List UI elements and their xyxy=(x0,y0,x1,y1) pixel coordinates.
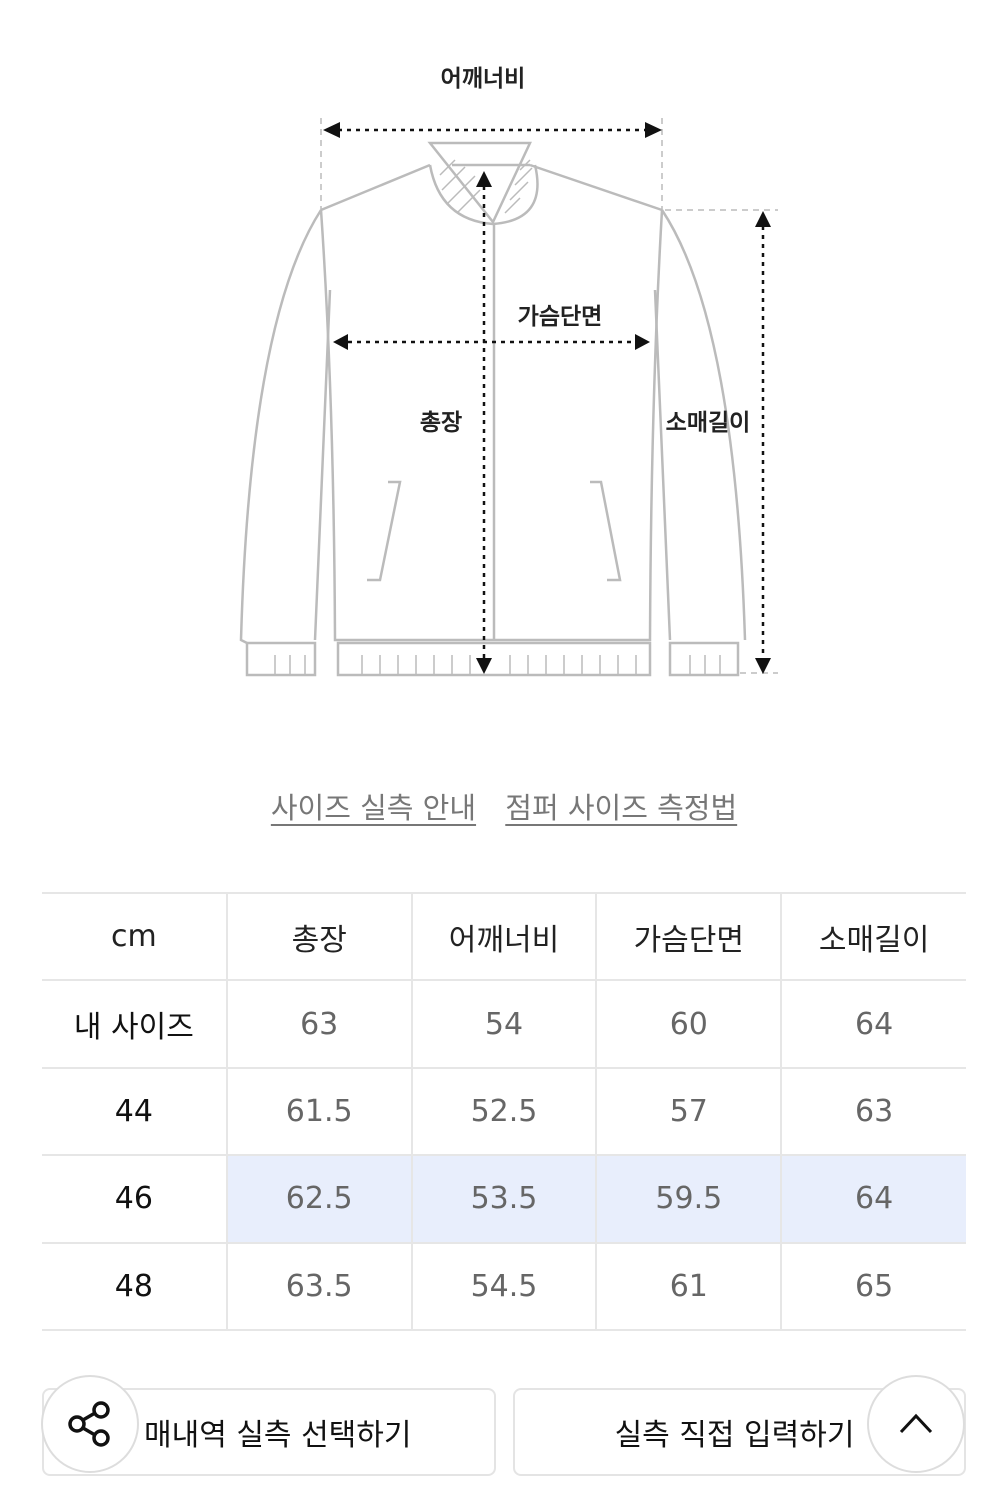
cell: 60 xyxy=(596,979,783,1069)
sleeve-label: 소매길이 xyxy=(666,410,751,436)
size-guide-link[interactable]: 사이즈 실측 안내 xyxy=(270,791,477,825)
cell: 63 xyxy=(781,1066,966,1157)
cell: 54 xyxy=(411,979,598,1069)
cell: 54.5 xyxy=(411,1241,598,1331)
scroll-top-button[interactable] xyxy=(867,1375,965,1473)
table-header-row: cm 총장 어깨너비 가슴단면 소매길이 xyxy=(42,891,966,982)
header-cell: 어깨너비 xyxy=(411,891,598,982)
cell: 53.5 xyxy=(411,1154,598,1244)
share-icon xyxy=(68,1401,110,1447)
size-links: 사이즈 실측 안내 점퍼 사이즈 측정법 xyxy=(0,785,1008,827)
cell: 59.5 xyxy=(596,1154,783,1244)
shoulder-label: 어깨너비 xyxy=(441,66,526,92)
measure-method-link[interactable]: 점퍼 사이즈 측정법 xyxy=(505,791,738,825)
length-label: 총장 xyxy=(420,410,462,436)
chest-label: 가슴단면 xyxy=(518,304,603,330)
jacket-outline xyxy=(239,141,747,677)
row-label: 46 xyxy=(42,1154,228,1244)
header-cell: 가슴단면 xyxy=(596,891,783,982)
cell: 62.5 xyxy=(226,1154,413,1244)
table-row: 48 63.5 54.5 61 65 xyxy=(42,1241,966,1331)
header-cell: cm xyxy=(42,891,228,982)
table-row: 내 사이즈 63 54 60 64 xyxy=(42,979,966,1069)
jacket-size-diagram: 어깨너비 가슴단면 총장 소매길이 xyxy=(239,66,778,677)
cell: 57 xyxy=(596,1066,783,1157)
header-cell: 총장 xyxy=(226,891,413,982)
cell: 65 xyxy=(781,1241,966,1331)
size-table: cm 총장 어깨너비 가슴단면 소매길이 내 사이즈 63 54 60 64 4… xyxy=(42,891,966,1331)
arrowheads xyxy=(323,122,771,674)
guide-lines xyxy=(320,118,778,674)
table-row: 44 61.5 52.5 57 63 xyxy=(42,1066,966,1157)
row-label: 44 xyxy=(42,1066,228,1157)
share-button[interactable] xyxy=(41,1375,139,1473)
cell: 63.5 xyxy=(226,1241,413,1331)
header-cell: 소매길이 xyxy=(781,891,966,982)
select-purchase-size-label: 매내역 실측 선택하기 xyxy=(144,1418,412,1453)
cell: 64 xyxy=(781,979,966,1069)
cell: 61 xyxy=(596,1241,783,1331)
cell: 61.5 xyxy=(226,1066,413,1157)
cell: 52.5 xyxy=(411,1066,598,1157)
measure-arrows xyxy=(338,128,765,658)
table-row-highlighted: 46 62.5 53.5 59.5 64 xyxy=(42,1154,966,1244)
cell: 63 xyxy=(226,979,413,1069)
cell: 64 xyxy=(781,1154,966,1244)
enter-size-label: 실측 직접 입력하기 xyxy=(614,1418,855,1453)
chevron-up-icon xyxy=(899,1413,933,1434)
row-label: 48 xyxy=(42,1241,228,1331)
row-label: 내 사이즈 xyxy=(42,979,228,1069)
